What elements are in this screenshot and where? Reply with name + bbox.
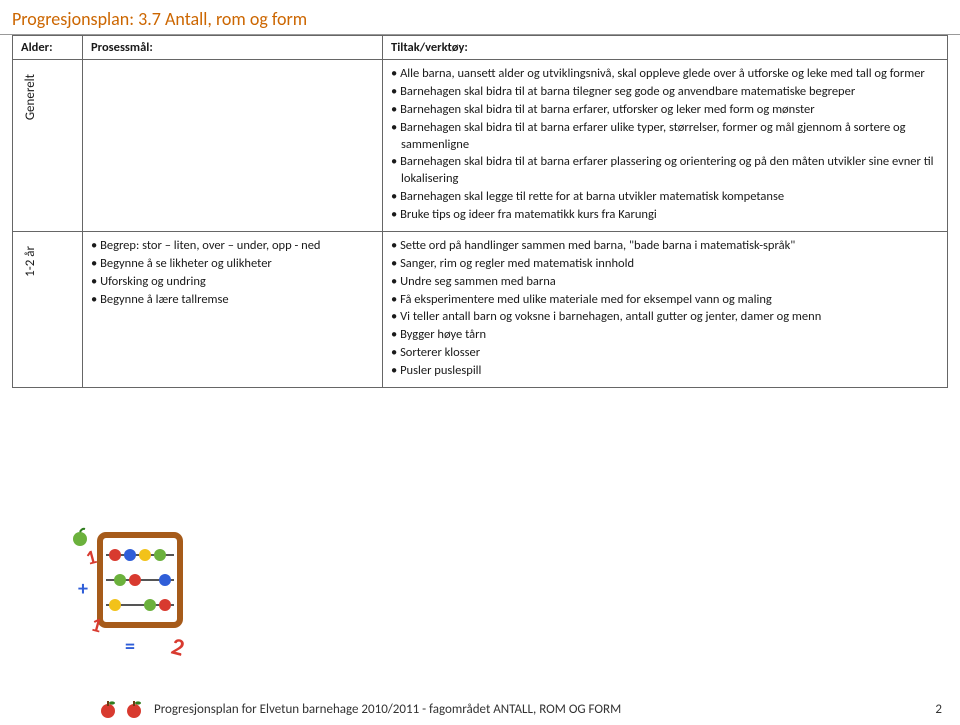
footer-text: Progresjonsplan for Elvetun barnehage 20… — [154, 702, 621, 717]
cell-prosess-12ar: Begrep: stor – liten, over – under, opp … — [83, 231, 383, 387]
list-item: Pusler puslespill — [391, 363, 939, 380]
page-title: Progresjonsplan: 3.7 Antall, rom og form — [0, 0, 960, 35]
list-item: Begynne å se likheter og ulikheter — [91, 256, 374, 273]
list-item: Begrep: stor – liten, over – under, opp … — [91, 238, 374, 255]
tiltak-list-generelt: Alle barna, uansett alder og utviklingsn… — [391, 66, 939, 224]
row-label-generelt: Generelt — [13, 60, 83, 232]
list-item: Vi teller antall barn og voksne i barneh… — [391, 309, 939, 326]
list-item: Alle barna, uansett alder og utviklingsn… — [391, 66, 939, 83]
list-item: Uforsking og undring — [91, 274, 374, 291]
list-item: Undre seg sammen med barna — [391, 274, 939, 291]
table-row: 1-2 år Begrep: stor – liten, over – unde… — [13, 231, 948, 387]
list-item: Barnehagen skal bidra til at barna erfar… — [391, 102, 939, 119]
content-table-wrap: Alder: Prosessmål: Tiltak/verktøy: Gener… — [0, 35, 960, 388]
list-item: Få eksperimentere med ulike materiale me… — [391, 292, 939, 309]
list-item: Barnehagen skal bidra til at barna erfar… — [391, 120, 939, 154]
col-header-tiltak: Tiltak/verktøy: — [383, 36, 948, 60]
page-number: 2 — [935, 702, 942, 717]
tiltak-list-12ar: Sette ord på handlinger sammen med barna… — [391, 238, 939, 380]
svg-text:=: = — [125, 635, 135, 659]
col-header-prosessmal: Prosessmål: — [83, 36, 383, 60]
list-item: Barnehagen skal bidra til at barna erfar… — [391, 154, 939, 188]
list-item: Bygger høye tårn — [391, 327, 939, 344]
list-item: Begynne å lære tallremse — [91, 292, 374, 309]
progression-table: Alder: Prosessmål: Tiltak/verktøy: Gener… — [12, 35, 948, 388]
footer: Progresjonsplan for Elvetun barnehage 20… — [0, 699, 960, 719]
list-item: Barnehagen skal bidra til at barna tileg… — [391, 84, 939, 101]
list-item: Sorterer klosser — [391, 345, 939, 362]
list-item: Sanger, rim og regler med matematisk inn… — [391, 256, 939, 273]
abacus-icon: 1 + 1 = 2 — [70, 525, 210, 665]
vlabel-12ar: 1-2 år — [21, 238, 40, 285]
col-header-alder: Alder: — [13, 36, 83, 60]
prosess-list-12ar: Begrep: stor – liten, over – under, opp … — [91, 238, 374, 309]
list-item: Sette ord på handlinger sammen med barna… — [391, 238, 939, 255]
row-label-12ar: 1-2 år — [13, 231, 83, 387]
table-row: Generelt Alle barna, uansett alder og ut… — [13, 60, 948, 232]
cell-prosess-generelt — [83, 60, 383, 232]
apples-icon — [98, 699, 146, 719]
cell-tiltak-generelt: Alle barna, uansett alder og utviklingsn… — [383, 60, 948, 232]
cell-tiltak-12ar: Sette ord på handlinger sammen med barna… — [383, 231, 948, 387]
svg-text:1: 1 — [83, 545, 99, 571]
svg-text:+: + — [78, 577, 88, 601]
svg-text:2: 2 — [168, 632, 187, 663]
vlabel-generelt: Generelt — [21, 66, 40, 128]
list-item: Barnehagen skal legge til rette for at b… — [391, 189, 939, 206]
list-item: Bruke tips og ideer fra matematikk kurs … — [391, 207, 939, 224]
